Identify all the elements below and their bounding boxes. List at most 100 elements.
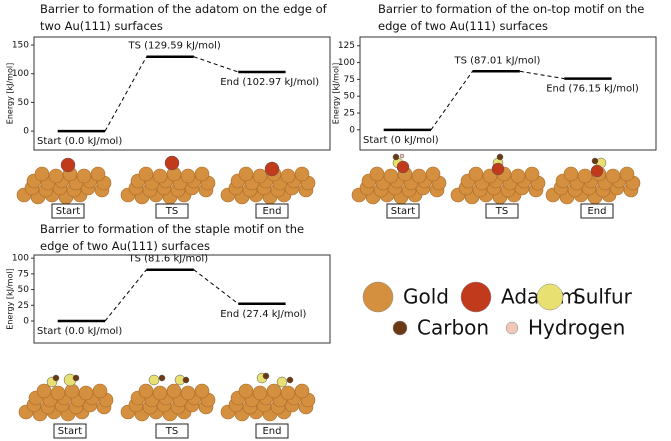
motif-atom bbox=[286, 376, 294, 384]
y-tick-label: 75 bbox=[344, 75, 355, 85]
value-label: Start (0.0 kJ/mol) bbox=[37, 326, 122, 337]
legend-swatch bbox=[536, 283, 564, 311]
legend-label: Sulfur bbox=[573, 285, 633, 309]
y-tick-label: 50 bbox=[18, 285, 30, 295]
gold-atom bbox=[294, 383, 310, 399]
motif-atom bbox=[591, 157, 599, 165]
chart-title: Barrier to formation of the staple motif… bbox=[40, 222, 305, 253]
connector bbox=[193, 269, 239, 305]
y-tick-label: 0 bbox=[349, 125, 355, 135]
motif-atom bbox=[60, 157, 76, 173]
value-label: Start (0 kJ/mol) bbox=[363, 135, 439, 146]
gold-atom bbox=[252, 168, 268, 184]
legend-label: Gold bbox=[403, 285, 449, 309]
motif-atom bbox=[264, 161, 280, 177]
gold-atom bbox=[34, 166, 50, 182]
caption-box bbox=[386, 203, 420, 219]
connector bbox=[104, 56, 147, 132]
gold-atom bbox=[64, 383, 80, 399]
gold-atom bbox=[138, 383, 154, 399]
gold-atom bbox=[138, 166, 154, 182]
caption-box bbox=[255, 203, 289, 219]
y-tick-label: 0 bbox=[23, 127, 29, 137]
gold-atom bbox=[92, 383, 108, 399]
gold-atom bbox=[194, 383, 210, 399]
caption: End bbox=[262, 206, 281, 217]
y-tick-label: 100 bbox=[338, 58, 355, 68]
gold-atom bbox=[280, 168, 296, 184]
gold-atom bbox=[577, 168, 593, 184]
plot-frame bbox=[33, 254, 331, 344]
connector bbox=[430, 71, 473, 131]
y-tick-label: 100 bbox=[12, 69, 29, 79]
gold-atom bbox=[152, 168, 168, 184]
y-tick-label: 75 bbox=[18, 269, 29, 279]
motif-atom bbox=[72, 374, 80, 382]
gold-atom bbox=[524, 166, 540, 182]
connector bbox=[104, 269, 147, 322]
gold-atom bbox=[369, 166, 385, 182]
gold-atom bbox=[510, 168, 526, 184]
gold-atom bbox=[90, 166, 106, 182]
gold-atom bbox=[78, 385, 94, 401]
caption-box bbox=[580, 203, 614, 219]
gold-atom bbox=[50, 385, 66, 401]
value-label: End (27.4 kJ/mol) bbox=[220, 309, 306, 320]
plot-frame bbox=[33, 36, 331, 151]
gold-atom bbox=[194, 166, 210, 182]
gold-atom bbox=[238, 166, 254, 182]
value-label: TS (81.6 kJ/mol) bbox=[127, 254, 208, 265]
value-label: TS (129.59 kJ/mol) bbox=[127, 41, 220, 52]
motif-atom bbox=[399, 153, 405, 159]
gold-atom bbox=[280, 385, 296, 401]
motif-atom bbox=[491, 162, 505, 176]
motif-atom bbox=[590, 164, 604, 178]
gold-atom bbox=[180, 168, 196, 184]
legend-swatch bbox=[362, 281, 394, 313]
gold-atom bbox=[563, 166, 579, 182]
gold-atom bbox=[294, 166, 310, 182]
gold-atom bbox=[238, 383, 254, 399]
gold-atom bbox=[383, 168, 399, 184]
value-label: TS (87.01 kJ/mol) bbox=[453, 55, 540, 66]
caption: End bbox=[262, 426, 281, 437]
y-tick-label: 25 bbox=[344, 109, 355, 119]
caption-box bbox=[485, 203, 519, 219]
caption-box bbox=[51, 203, 85, 219]
motif-atom bbox=[496, 153, 504, 161]
connector bbox=[519, 70, 565, 80]
caption-box bbox=[53, 423, 87, 439]
gold-atom bbox=[619, 166, 635, 182]
motif-atom bbox=[276, 376, 288, 388]
y-tick-label: 25 bbox=[18, 301, 29, 311]
gold-atom bbox=[76, 168, 92, 184]
gold-atom bbox=[252, 385, 268, 401]
motif-atom bbox=[262, 372, 270, 380]
y-tick-label: 50 bbox=[18, 98, 30, 108]
y-tick-label: 0 bbox=[23, 317, 29, 327]
y-tick-label: 50 bbox=[344, 92, 356, 102]
motif-atom bbox=[392, 153, 400, 161]
legend-label: Carbon bbox=[417, 316, 489, 340]
value-label: Start (0.0 kJ/mol) bbox=[37, 136, 122, 147]
gold-atom bbox=[166, 383, 182, 399]
y-tick-label: 125 bbox=[338, 41, 355, 51]
plot-frame bbox=[359, 36, 657, 151]
value-label: End (76.15 kJ/mol) bbox=[546, 84, 639, 95]
chart-title: Barrier to formation of the adatom on th… bbox=[40, 2, 327, 33]
gold-atom bbox=[425, 166, 441, 182]
motif-atom bbox=[148, 374, 160, 386]
gold-atom bbox=[180, 385, 196, 401]
legend-label: Hydrogen bbox=[528, 316, 625, 340]
gold-atom bbox=[152, 385, 168, 401]
motif-atom bbox=[52, 374, 60, 382]
legend-swatch bbox=[460, 281, 492, 313]
value-label: End (102.97 kJ/mol) bbox=[220, 77, 319, 88]
caption: End bbox=[587, 206, 606, 217]
gold-atom bbox=[411, 168, 427, 184]
legend-swatch bbox=[505, 321, 519, 335]
legend-swatch bbox=[392, 320, 408, 336]
caption-box bbox=[155, 423, 189, 439]
